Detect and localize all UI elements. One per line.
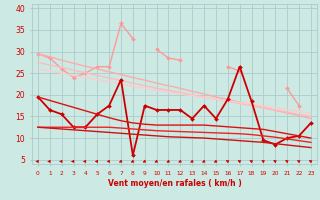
X-axis label: Vent moyen/en rafales ( km/h ): Vent moyen/en rafales ( km/h ) xyxy=(108,179,241,188)
